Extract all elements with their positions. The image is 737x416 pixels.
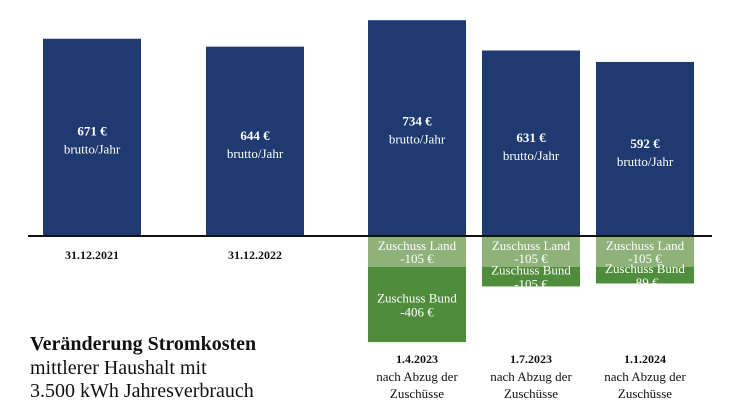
subsidy-land-value-4: -105 € — [514, 251, 548, 266]
subsidy-land-name-5: Zuschuss Land — [606, 238, 685, 253]
subsidy-bund-value-5: -89 € — [631, 275, 659, 290]
note-line-2-3: Zuschüsse — [390, 386, 444, 401]
note-line-1-5: nach Abzug der — [604, 369, 686, 384]
bar-2 — [206, 46, 304, 236]
note-line-2-4: Zuschüsse — [504, 386, 558, 401]
subsidy-bund-3 — [368, 267, 466, 343]
subsidy-land-name-4: Zuschuss Land — [492, 238, 571, 253]
subsidy-land-value-3: -105 € — [400, 251, 434, 266]
bar-4 — [482, 50, 580, 237]
note-line-2-5: Zuschüsse — [618, 386, 672, 401]
note-line-1-3: nach Abzug der — [376, 369, 458, 384]
chart-title: Veränderung Stromkosten — [30, 333, 256, 355]
subsidy-bund-name-4: Zuschuss Bund — [491, 263, 571, 278]
subsidy-land-value-5: -105 € — [628, 251, 662, 266]
bar-3 — [368, 20, 466, 237]
bar-value-label-5: 592 € — [630, 136, 660, 151]
subsidy-land-5 — [596, 237, 694, 267]
bars-layer — [43, 20, 694, 343]
chart-subtitle-line-1: mittlerer Haushalt mit — [30, 357, 207, 379]
subsidy-bund-name-5: Zuschuss Bund — [605, 261, 685, 276]
bar-5 — [596, 61, 694, 237]
subsidy-bund-value-3: -406 € — [400, 305, 434, 320]
date-label-1: 31.12.2021 — [65, 248, 119, 262]
bar-value-label-4: 631 € — [516, 130, 546, 145]
bar-value-label-1: 671 € — [77, 123, 107, 138]
chart-subtitle-line-2: 3.500 kWh Jahresverbrauch — [30, 380, 254, 402]
subsidy-land-name-3: Zuschuss Land — [378, 238, 457, 253]
subsidy-land-4 — [482, 237, 580, 267]
bar-unit-label-2: brutto/Jahr — [227, 146, 284, 161]
bar-unit-label-1: brutto/Jahr — [64, 141, 121, 156]
labels-layer: 671 € brutto/Jahr 31.12.2021 644 € brutto/Ja… — [64, 113, 687, 401]
bar-1 — [43, 38, 141, 237]
note-line-1-4: nach Abzug der — [490, 369, 572, 384]
bar-value-label-3: 734 € — [402, 113, 432, 128]
bar-unit-label-4: brutto/Jahr — [503, 148, 560, 163]
date-label-4: 1.7.2023 — [510, 352, 552, 366]
date-label-2: 31.12.2022 — [228, 248, 282, 262]
subsidy-land-3 — [368, 237, 466, 267]
date-label-3: 1.4.2023 — [396, 352, 438, 366]
subsidy-bund-5 — [596, 267, 694, 284]
bar-unit-label-3: brutto/Jahr — [389, 131, 446, 146]
subsidy-bund-4 — [482, 267, 580, 287]
bar-value-label-2: 644 € — [240, 128, 270, 143]
subsidy-bund-name-3: Zuschuss Bund — [377, 291, 457, 306]
bar-unit-label-5: brutto/Jahr — [617, 154, 674, 169]
date-label-5: 1.1.2024 — [624, 352, 666, 366]
subsidy-bund-value-4: -105 € — [514, 277, 548, 292]
